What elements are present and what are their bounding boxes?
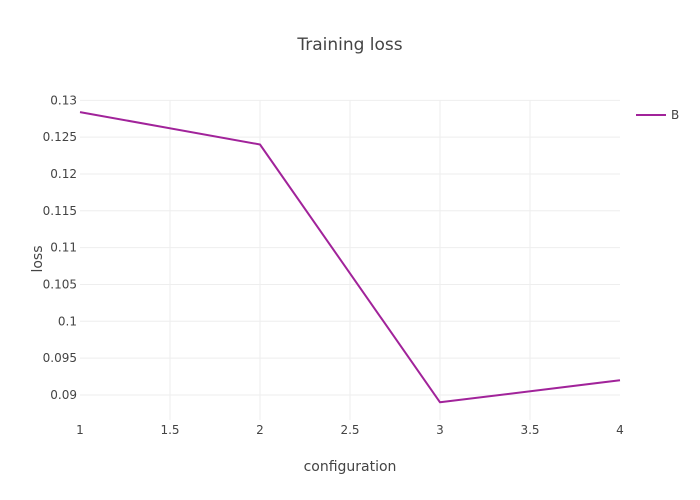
legend[interactable]: B (636, 108, 679, 122)
x-tick-label: 2.5 (340, 423, 359, 437)
series-line-b (79, 111, 621, 404)
y-tick-label: 0.115 (43, 204, 77, 218)
chart-title: Training loss (296, 35, 402, 55)
x-tick-label: 3.5 (520, 423, 539, 437)
gridlines (80, 99, 620, 420)
y-tick-label: 0.095 (43, 351, 77, 365)
x-tick-label: 3 (436, 423, 444, 437)
x-tick-label: 4 (616, 423, 624, 437)
y-tick-label: 0.12 (50, 167, 77, 181)
x-axis-title: configuration (304, 459, 397, 475)
y-tick-label: 0.1 (58, 314, 77, 328)
y-tick-label: 0.11 (50, 241, 77, 255)
y-tick-label: 0.125 (43, 130, 77, 144)
y-tick-label: 0.09 (50, 388, 77, 402)
y-axis-ticks: 0.09 0.095 0.1 0.105 0.11 0.115 0.12 0.125 0.13 (43, 93, 77, 402)
y-tick-label: 0.105 (43, 277, 77, 291)
y-tick-label: 0.13 (50, 93, 77, 107)
x-tick-label: 1.5 (160, 423, 179, 437)
x-tick-label: 1 (76, 423, 84, 437)
legend-label-b: B (671, 108, 679, 122)
x-axis-ticks: 1 1.5 2 2.5 3 3.5 4 (76, 423, 624, 437)
y-axis-title: loss (30, 245, 46, 272)
plot-area (79, 111, 621, 404)
x-tick-label: 2 (256, 423, 264, 437)
